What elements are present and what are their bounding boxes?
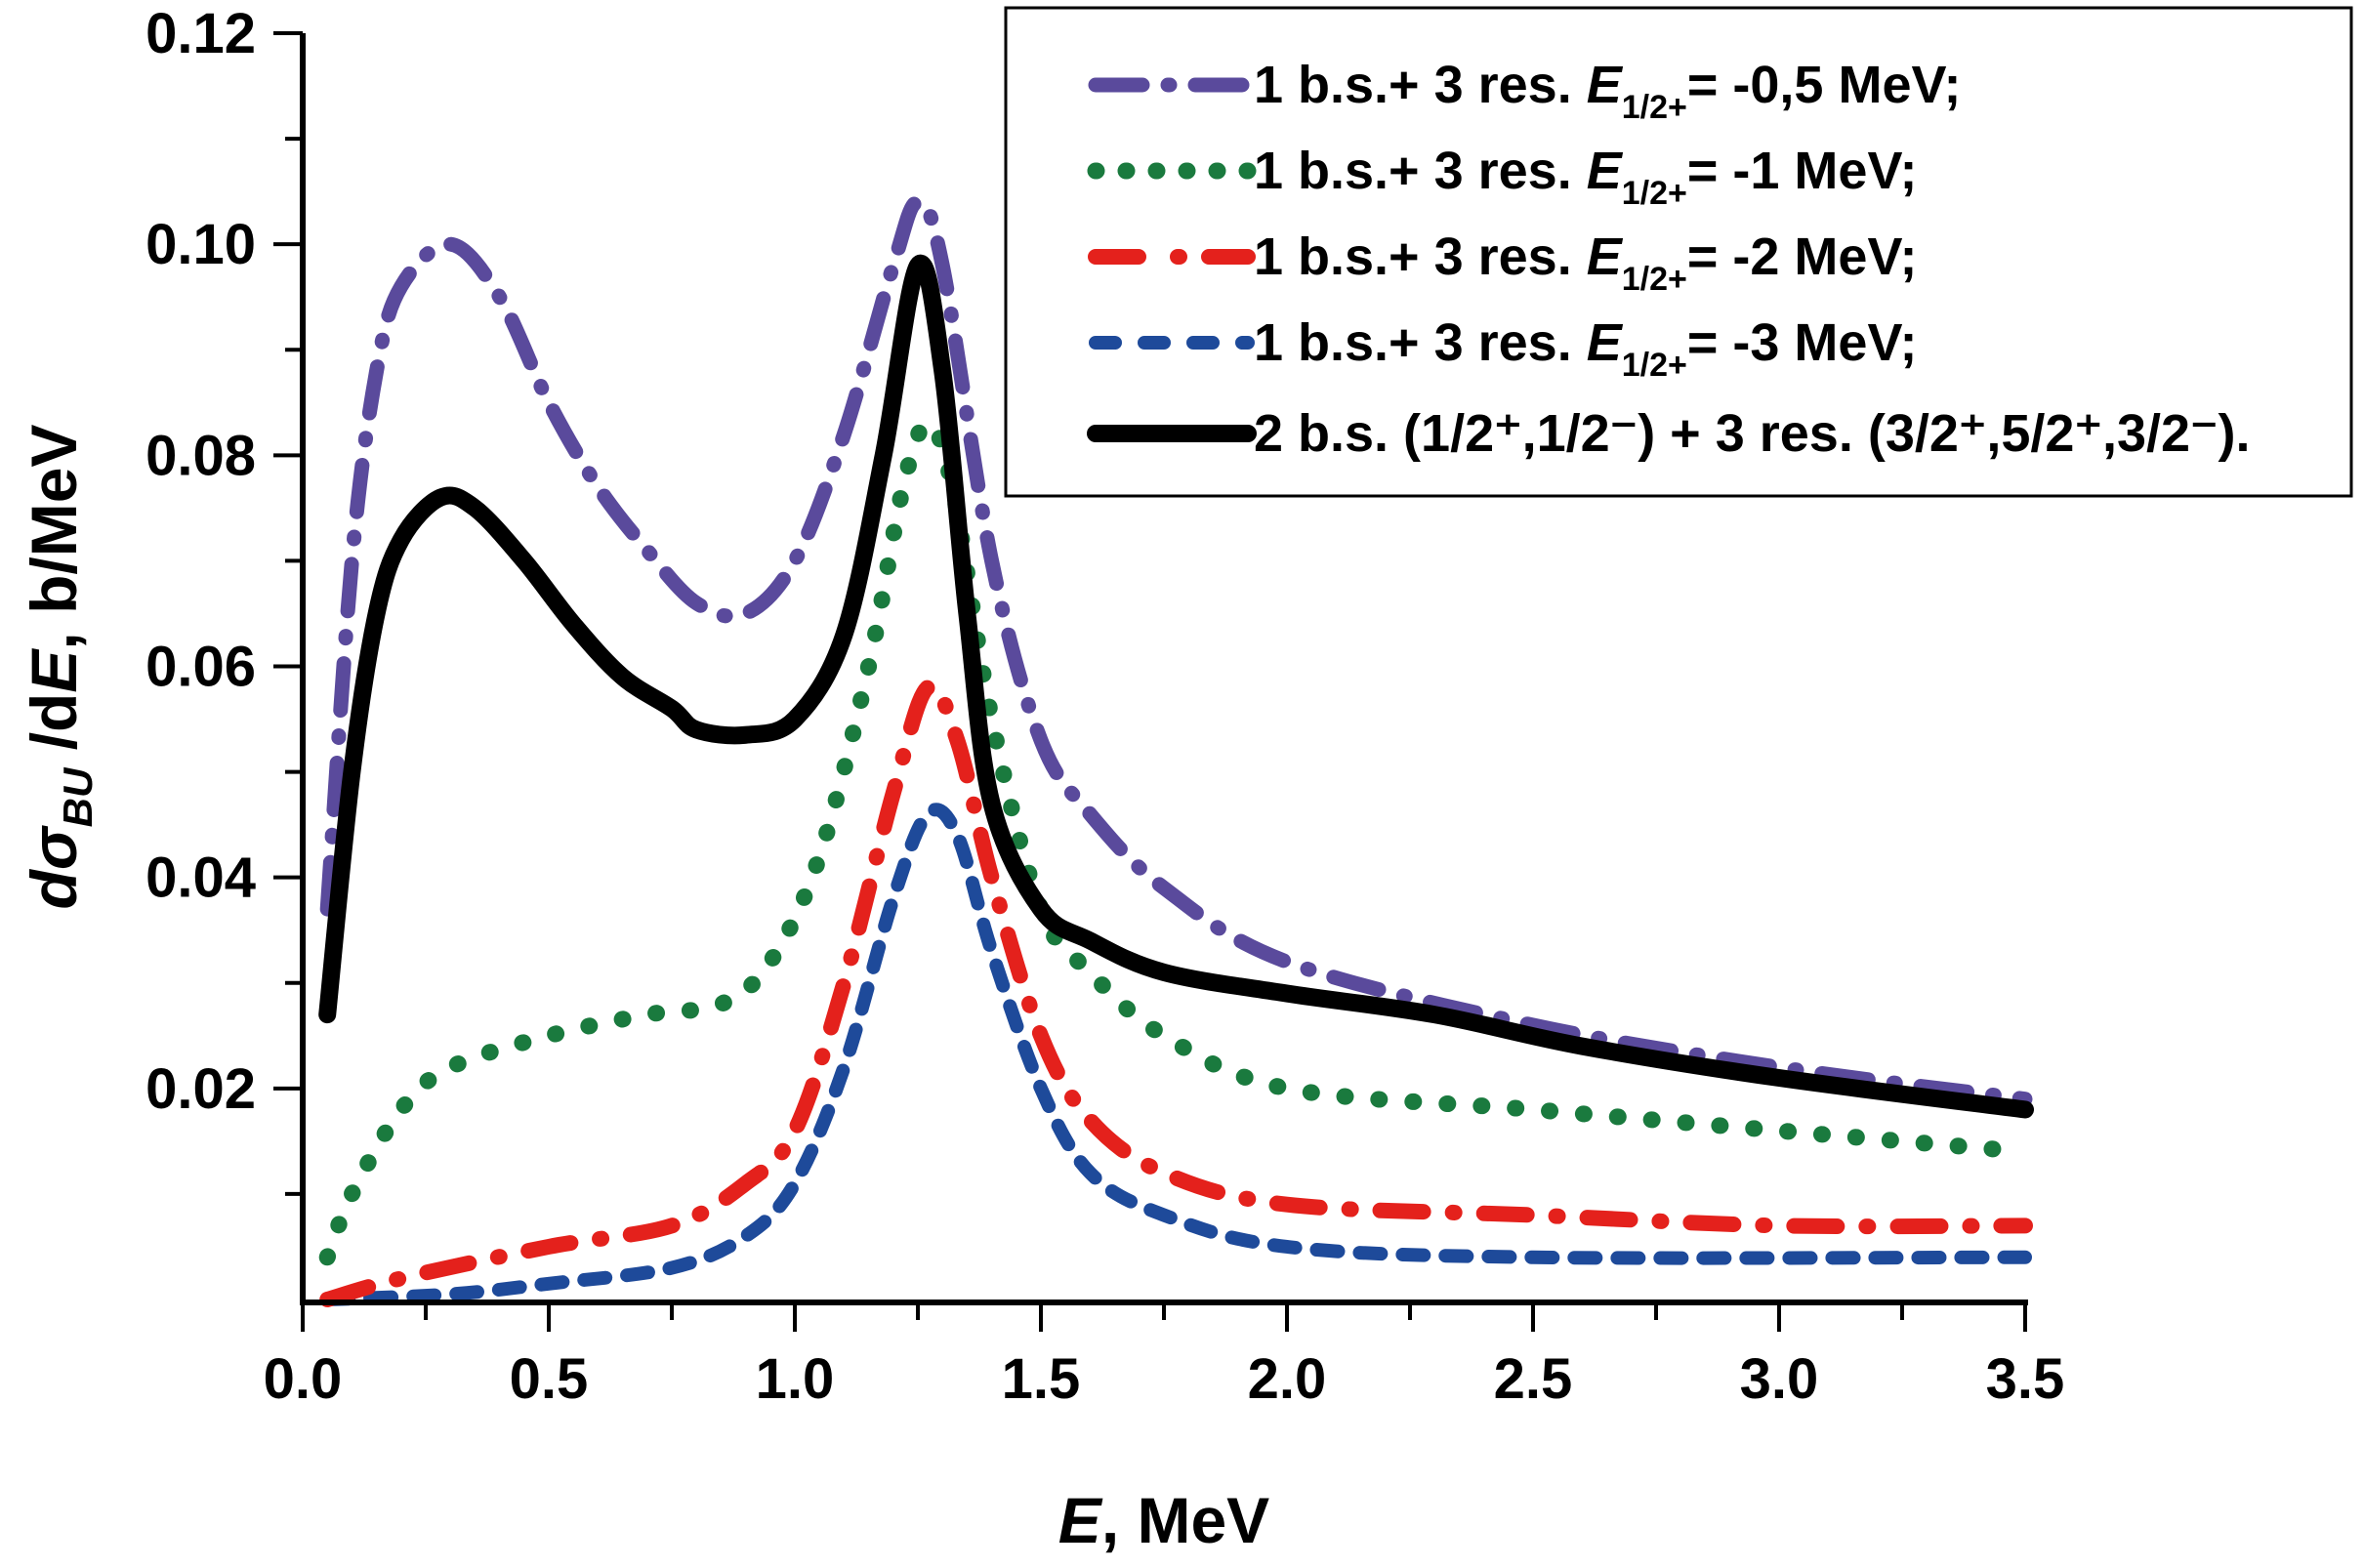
y-tick-label: 0.08 [145, 424, 256, 487]
legend-label: 1 b.s.+ 3 res. E1/2+= -3 MeV; [1254, 313, 1917, 384]
x-tick-label: 1.0 [756, 1347, 835, 1411]
x-tick-label: 2.5 [1494, 1347, 1573, 1411]
series-line-5 [318, 254, 2034, 1119]
x-tick-label: 3.5 [1986, 1347, 2065, 1411]
legend: 1 b.s.+ 3 res. E1/2+= -0,5 MeV; 1 b.s.+ 3… [1004, 6, 2353, 498]
x-tick-label: 1.5 [1002, 1347, 1081, 1411]
legend-label: 1 b.s.+ 3 res. E1/2+= -1 MeV; [1254, 142, 1917, 212]
x-axis-title: E, MeV [1058, 1484, 1269, 1556]
series-line-4 [320, 803, 2032, 1306]
y-tick-label: 0.02 [145, 1057, 256, 1121]
y-tick-label: 0.10 [145, 213, 256, 276]
legend-label: 1 b.s.+ 3 res. E1/2+= -2 MeV; [1254, 227, 1917, 298]
legend-item: 1 b.s.+ 3 res. E1/2+= -2 MeV; [1088, 227, 1917, 298]
legend-item: 1 b.s.+ 3 res. E1/2+= -1 MeV; [1087, 142, 1917, 212]
y-axis-title: dσBU /dE, b/MeV [18, 425, 101, 910]
legend-item: 1 b.s.+ 3 res. E1/2+= -3 MeV; [1089, 313, 1917, 384]
x-tick-label: 2.0 [1248, 1347, 1327, 1411]
series-line-3 [319, 678, 2033, 1307]
y-tick-label: 0.12 [145, 2, 256, 65]
series-layer [318, 194, 2034, 1307]
series-line-1 [319, 194, 2033, 1107]
x-tick-label: 0.5 [510, 1347, 589, 1411]
series-line-2 [318, 415, 2034, 1266]
x-tick-label: 3.0 [1740, 1347, 1819, 1411]
y-tick-label: 0.04 [145, 846, 256, 910]
y-tick-label: 0.06 [145, 636, 256, 699]
ticks: 0.0 0.5 1.0 1.5 2.0 2.5 3.0 3.5 0.02 0.04 0.06 0.08… [145, 2, 2064, 1411]
x-tick-label: 0.0 [264, 1347, 343, 1411]
legend-item: 1 b.s.+ 3 res. E1/2+= -0,5 MeV; [1088, 56, 1962, 126]
legend-item: 2 b.s. (1/2⁺,1/2⁻) + 3 res. (3/2⁺,5/2⁺,3… [1087, 404, 2251, 463]
legend-label: 2 b.s. (1/2⁺,1/2⁻) + 3 res. (3/2⁺,5/2⁺,3… [1254, 404, 2251, 463]
legend-label: 1 b.s.+ 3 res. E1/2+= -0,5 MeV; [1254, 56, 1962, 126]
